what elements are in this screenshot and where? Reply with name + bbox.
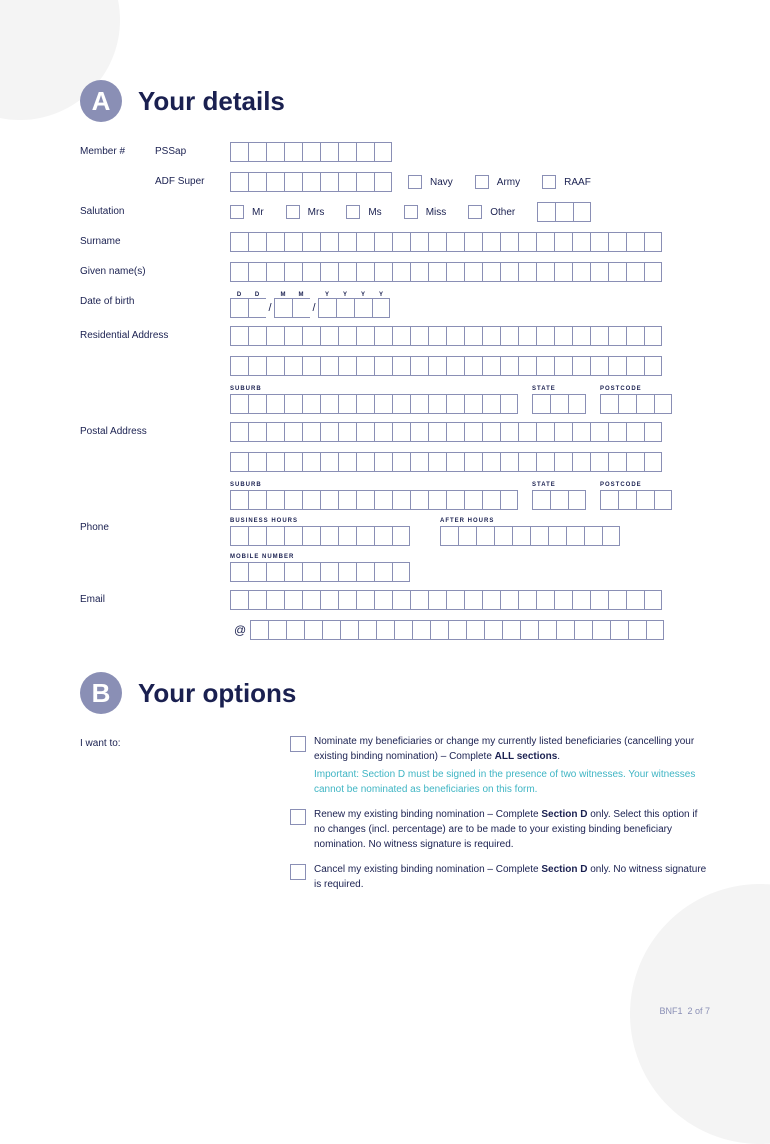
label-res-state: STATE	[532, 386, 586, 392]
chk-opt3[interactable]	[290, 864, 306, 880]
dob-cells[interactable]: / /	[230, 298, 710, 318]
row-options: I want to: Nominate my beneficiaries or …	[80, 734, 710, 902]
row-post-ssp: SUBURB STATE POSTCODE	[80, 482, 710, 510]
opt1-text: Nominate my beneficiaries or change my c…	[314, 734, 710, 797]
res-state-cells[interactable]	[532, 394, 586, 414]
label-adf: ADF Super	[155, 176, 204, 187]
chk-ms[interactable]	[346, 205, 360, 219]
label-mr: Mr	[252, 207, 264, 218]
label-pssap: PSSap	[155, 146, 186, 157]
section-a-badge: A	[80, 80, 122, 122]
salutation-other-cells[interactable]	[537, 202, 591, 222]
label-ms: Ms	[368, 207, 381, 218]
option-1: Nominate my beneficiaries or change my c…	[290, 734, 710, 797]
footer-code: BNF1	[659, 1006, 682, 1016]
row-surname: Surname	[80, 232, 710, 254]
chk-mrs[interactable]	[286, 205, 300, 219]
label-post-suburb: SUBURB	[230, 482, 518, 488]
option-3: Cancel my existing binding nomination – …	[290, 862, 710, 892]
chk-miss[interactable]	[404, 205, 418, 219]
ahours-cells[interactable]	[440, 526, 620, 546]
pssap-cells[interactable]	[230, 142, 710, 162]
row-email2: @	[80, 620, 710, 642]
adf-cells[interactable]	[230, 172, 392, 192]
footer-page: 2 of 7	[687, 1006, 710, 1016]
chk-opt1[interactable]	[290, 736, 306, 752]
row-resaddr2	[80, 356, 710, 378]
opt2-text: Renew my existing binding nomination – C…	[314, 807, 710, 852]
option-2: Renew my existing binding nomination – C…	[290, 807, 710, 852]
label-res-postcode: POSTCODE	[600, 386, 672, 392]
postaddr2-cells[interactable]	[230, 452, 710, 472]
label-mrs: Mrs	[308, 207, 325, 218]
label-res-suburb: SUBURB	[230, 386, 518, 392]
row-resaddr1: Residential Address	[80, 326, 710, 348]
row-res-ssp: SUBURB STATE POSTCODE	[80, 386, 710, 414]
post-postcode-cells[interactable]	[600, 490, 672, 510]
label-post-state: STATE	[532, 482, 586, 488]
label-post-postcode: POSTCODE	[600, 482, 672, 488]
opt3-text: Cancel my existing binding nomination – …	[314, 862, 710, 892]
section-b-badge: B	[80, 672, 122, 714]
row-member-pssap: Member # PSSap	[80, 142, 710, 164]
section-a-header: A Your details	[80, 80, 710, 122]
bhours-cells[interactable]	[230, 526, 410, 546]
row-postaddr2	[80, 452, 710, 474]
email2-cells[interactable]	[250, 620, 664, 640]
label-resaddr: Residential Address	[80, 326, 230, 341]
chk-navy[interactable]	[408, 175, 422, 189]
chk-army[interactable]	[475, 175, 489, 189]
page-content: A Your details Member # PSSap ADF Super …	[0, 0, 770, 930]
chk-other[interactable]	[468, 205, 482, 219]
row-adf: ADF Super Navy Army RAAF	[80, 172, 710, 194]
surname-cells[interactable]	[230, 232, 710, 252]
row-phone: Phone BUSINESS HOURS AFTER HOURS	[80, 518, 710, 546]
chk-mr[interactable]	[230, 205, 244, 219]
chk-raaf[interactable]	[542, 175, 556, 189]
opt1-important: Important: Section D must be signed in t…	[314, 767, 710, 797]
email1-cells[interactable]	[230, 590, 710, 610]
postaddr1-cells[interactable]	[230, 422, 710, 442]
mobile-cells[interactable]	[230, 562, 710, 582]
label-postaddr: Postal Address	[80, 422, 230, 437]
res-postcode-cells[interactable]	[600, 394, 672, 414]
label-salutation: Salutation	[80, 202, 230, 217]
row-dob: Date of birth DD MM YYYY / /	[80, 292, 710, 318]
label-other: Other	[490, 207, 515, 218]
label-ahours: AFTER HOURS	[440, 518, 620, 524]
label-navy: Navy	[430, 177, 453, 188]
post-suburb-cells[interactable]	[230, 490, 518, 510]
at-sign: @	[230, 620, 250, 640]
given-cells[interactable]	[230, 262, 710, 282]
label-dob: Date of birth	[80, 292, 230, 307]
row-salutation: Salutation Mr Mrs Ms Miss Other	[80, 202, 710, 224]
label-miss: Miss	[426, 207, 447, 218]
resaddr2-cells[interactable]	[230, 356, 710, 376]
label-raaf: RAAF	[564, 177, 591, 188]
chk-opt2[interactable]	[290, 809, 306, 825]
label-bhours: BUSINESS HOURS	[230, 518, 410, 524]
label-mobile: MOBILE NUMBER	[230, 554, 710, 560]
label-member: Member #	[80, 146, 155, 157]
res-suburb-cells[interactable]	[230, 394, 518, 414]
label-phone: Phone	[80, 518, 230, 533]
row-given: Given name(s)	[80, 262, 710, 284]
resaddr1-cells[interactable]	[230, 326, 710, 346]
row-email1: Email	[80, 590, 710, 612]
section-a-title: Your details	[138, 86, 285, 117]
label-army: Army	[497, 177, 520, 188]
label-iwantto: I want to:	[80, 734, 230, 749]
page-footer: BNF1 2 of 7	[659, 1006, 710, 1016]
row-mobile: MOBILE NUMBER	[80, 554, 710, 582]
row-postaddr1: Postal Address	[80, 422, 710, 444]
label-given: Given name(s)	[80, 262, 230, 277]
section-b-title: Your options	[138, 678, 296, 709]
label-email: Email	[80, 590, 230, 605]
label-surname: Surname	[80, 232, 230, 247]
post-state-cells[interactable]	[532, 490, 586, 510]
section-b-header: B Your options	[80, 672, 710, 714]
